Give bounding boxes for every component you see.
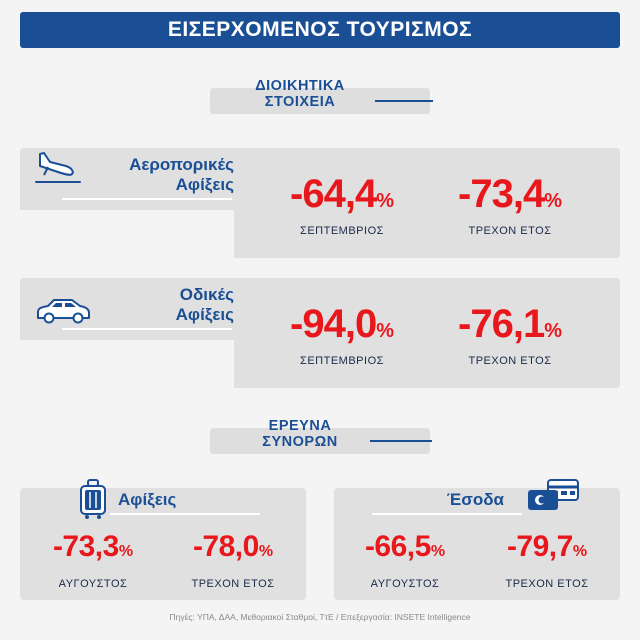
survey-revenue-august-caption: ΑΥΓΟΥΣΤΟΣ — [370, 578, 440, 590]
credit-card-icon — [526, 478, 582, 519]
section-title-border-survey: ΕΡΕΥΝΑ ΣΥΝΟΡΩΝ — [240, 418, 360, 450]
survey-revenue-august-value: -66,5% — [340, 530, 470, 569]
road-ytd-caption: ΤΡΕΧΟΝ ΕΤΟΣ — [468, 355, 552, 367]
percent-sign: % — [572, 543, 588, 560]
section-title-line1: ΕΡΕΥΝΑ — [268, 418, 332, 434]
percent-sign: % — [544, 190, 562, 212]
survey-arrivals-underline — [110, 513, 260, 515]
air-september-caption: ΣΕΠΤΕΜΒΡΙΟΣ — [300, 225, 384, 237]
section-underline — [375, 100, 433, 102]
page-title: ΕΙΣΕΡΧΟΜΕΝΟΣ ΤΟΥΡΙΣΜΟΣ — [20, 12, 620, 48]
survey-revenue-ytd-value: -79,7% — [482, 530, 612, 569]
section-underline — [370, 440, 432, 442]
survey-arrivals-ytd-caption: ΤΡΕΧΟΝ ΕΤΟΣ — [191, 578, 275, 590]
survey-revenue-label: Έσοδα — [446, 490, 504, 509]
survey-arrivals-label: Αφίξεις — [118, 490, 177, 509]
road-september-caption: ΣΕΠΤΕΜΒΡΙΟΣ — [300, 355, 384, 367]
road-label-underline — [62, 328, 232, 330]
panel-cutout — [20, 340, 234, 388]
value-number: -64,4 — [290, 172, 377, 216]
road-september-value: -94,0% — [262, 302, 422, 353]
value-number: -94,0 — [290, 302, 377, 346]
panel-cutout — [20, 210, 234, 258]
percent-sign: % — [376, 190, 394, 212]
air-label-line1: Αεροπορικές — [129, 155, 234, 174]
percent-sign: % — [118, 543, 134, 560]
value-number: -79,7 — [506, 530, 573, 563]
air-arrivals-label: Αεροπορικές Αφίξεις — [70, 155, 234, 195]
percent-sign: % — [430, 543, 446, 560]
value-number: -78,0 — [192, 530, 259, 563]
section-title-line2: ΣΥΝΟΡΩΝ — [262, 434, 338, 450]
suitcase-icon — [78, 478, 108, 525]
percent-sign: % — [258, 543, 274, 560]
air-september-value: -64,4% — [262, 172, 422, 223]
section-title-line2: ΣΤΟΙΧΕΙΑ — [264, 94, 336, 110]
survey-arrivals-ytd-value: -78,0% — [168, 530, 298, 569]
value-number: -73,4 — [458, 172, 545, 216]
survey-arrivals-august-value: -73,3% — [28, 530, 158, 569]
survey-arrivals-panel — [20, 488, 306, 600]
section-title-line1: ΔΙΟΙΚΗΤΙΚΑ — [255, 78, 345, 94]
air-ytd-caption: ΤΡΕΧΟΝ ΕΤΟΣ — [468, 225, 552, 237]
value-number: -66,5 — [364, 530, 431, 563]
value-number: -76,1 — [458, 302, 545, 346]
road-label-line2: Αφίξεις — [175, 305, 234, 324]
source-footer: Πηγές: ΥΠΑ, ΔΑΑ, Μεθοριακοί Σταθμοί, ΤτΕ… — [169, 612, 471, 622]
survey-revenue-underline — [372, 513, 522, 515]
survey-revenue-ytd-caption: ΤΡΕΧΟΝ ΕΤΟΣ — [505, 578, 589, 590]
road-arrivals-label: Οδικές Αφίξεις — [70, 285, 234, 325]
air-label-line2: Αφίξεις — [175, 175, 234, 194]
road-ytd-value: -76,1% — [430, 302, 590, 353]
air-label-underline — [62, 198, 232, 200]
survey-revenue-panel — [334, 488, 620, 600]
airplane-landing-icon — [34, 150, 84, 191]
road-label-line1: Οδικές — [179, 285, 234, 304]
section-title-administrative: ΔΙΟΙΚΗΤΙΚΑ ΣΤΟΙΧΕΙΑ — [230, 78, 370, 110]
survey-arrivals-august-caption: ΑΥΓΟΥΣΤΟΣ — [58, 578, 128, 590]
air-ytd-value: -73,4% — [430, 172, 590, 223]
value-number: -73,3 — [52, 530, 119, 563]
percent-sign: % — [376, 320, 394, 342]
percent-sign: % — [544, 320, 562, 342]
car-icon — [34, 296, 92, 331]
